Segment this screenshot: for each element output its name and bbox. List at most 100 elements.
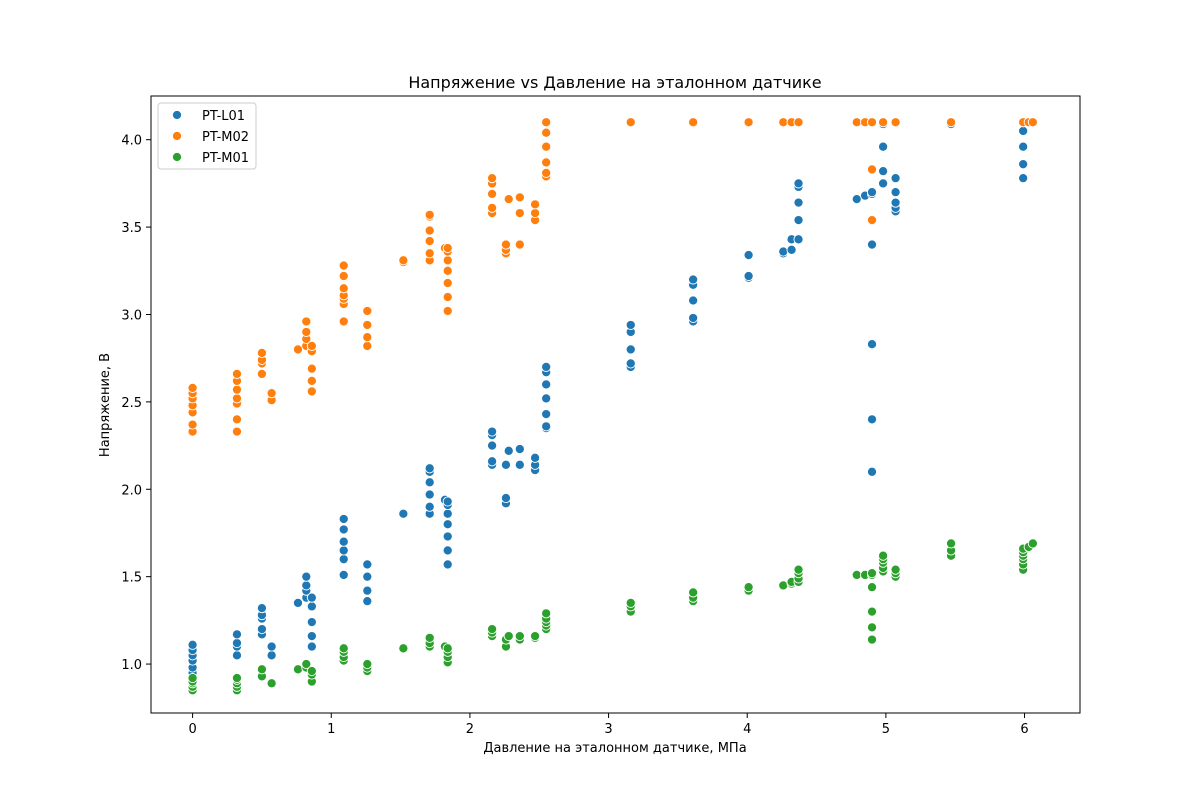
data-point <box>442 255 453 266</box>
data-point <box>338 536 349 547</box>
data-point <box>362 340 373 351</box>
data-point <box>541 117 552 128</box>
data-point <box>625 358 636 369</box>
data-point <box>778 117 789 128</box>
data-point <box>256 664 267 675</box>
data-point <box>866 239 878 250</box>
data-point <box>793 197 804 208</box>
data-point <box>306 375 317 386</box>
x-axis-label: Давление на эталонном датчике, МПа <box>483 741 746 756</box>
data-point <box>301 316 312 327</box>
data-point <box>688 587 699 598</box>
data-point <box>306 617 317 628</box>
data-point <box>890 197 901 208</box>
data-point <box>866 568 878 579</box>
data-point <box>266 641 277 652</box>
axes-frame <box>150 95 1081 714</box>
legend-box <box>157 102 257 170</box>
data-point <box>187 382 198 393</box>
data-point <box>743 250 754 261</box>
data-point <box>487 426 498 437</box>
data-point <box>866 215 878 226</box>
y-axis-label: Напряжение, В <box>98 353 113 457</box>
data-point <box>442 265 453 276</box>
data-point <box>688 117 699 128</box>
data-point <box>424 248 435 259</box>
data-point <box>338 524 349 535</box>
data-point <box>500 492 512 504</box>
x-axis-ticks: 0 1 2 3 4 5 6 <box>188 713 1029 737</box>
data-point <box>266 650 277 661</box>
data-point <box>442 291 453 303</box>
data-point <box>338 554 349 565</box>
data-point <box>866 117 878 128</box>
data-point <box>878 178 889 189</box>
data-point <box>424 236 435 247</box>
data-point <box>530 208 541 219</box>
data-point <box>338 643 349 654</box>
y-tick-label: 3.0 <box>121 308 142 323</box>
data-point <box>1018 159 1029 170</box>
data-point <box>541 421 552 432</box>
x-tick-label: 2 <box>466 722 474 737</box>
data-point <box>878 166 889 177</box>
data-point <box>487 624 498 635</box>
data-point <box>878 117 889 128</box>
data-point <box>306 641 317 652</box>
data-point <box>362 585 373 596</box>
data-point <box>793 564 804 575</box>
data-point <box>530 631 541 642</box>
data-point <box>890 117 901 128</box>
data-point <box>866 466 878 477</box>
data-point <box>362 571 373 582</box>
data-point <box>1027 117 1038 128</box>
y-tick-label: 3.5 <box>121 221 142 236</box>
data-point <box>362 659 373 670</box>
data-point <box>424 209 435 220</box>
data-point <box>306 601 317 612</box>
data-point <box>514 208 525 219</box>
data-point <box>945 117 957 128</box>
data-point <box>793 178 804 189</box>
data-point <box>424 225 435 236</box>
data-point <box>866 634 878 645</box>
data-point <box>866 622 878 633</box>
data-point <box>187 672 198 684</box>
y-tick-label: 2.5 <box>121 396 142 411</box>
data-point <box>541 167 552 178</box>
data-point <box>890 564 901 575</box>
data-point <box>503 631 514 642</box>
data-point <box>541 127 552 138</box>
data-point <box>256 368 267 379</box>
data-point <box>424 463 435 474</box>
data-point <box>231 414 243 425</box>
data-point <box>187 639 198 650</box>
series-pt-m02 <box>187 117 1038 437</box>
data-point <box>424 477 435 488</box>
x-tick-label: 3 <box>604 722 612 737</box>
data-point <box>743 117 754 128</box>
x-tick-label: 6 <box>1020 722 1028 737</box>
data-point <box>306 386 317 397</box>
data-point <box>503 445 514 456</box>
data-point <box>500 239 512 250</box>
legend-label: PT-M02 <box>202 130 249 145</box>
data-point <box>398 255 409 266</box>
legend-marker <box>171 109 183 121</box>
data-point <box>338 270 349 282</box>
data-point <box>362 332 373 343</box>
data-point <box>231 384 243 395</box>
data-point <box>1018 125 1029 137</box>
data-point <box>362 305 373 317</box>
data-point <box>514 459 525 470</box>
data-points-layer <box>187 117 1038 696</box>
data-point <box>625 117 636 128</box>
data-point <box>1018 173 1029 184</box>
x-tick-label: 4 <box>743 722 751 737</box>
data-point <box>945 538 957 549</box>
legend-label: PT-M01 <box>202 151 249 166</box>
data-point <box>541 608 552 619</box>
data-point <box>231 629 243 640</box>
data-point <box>866 582 878 593</box>
